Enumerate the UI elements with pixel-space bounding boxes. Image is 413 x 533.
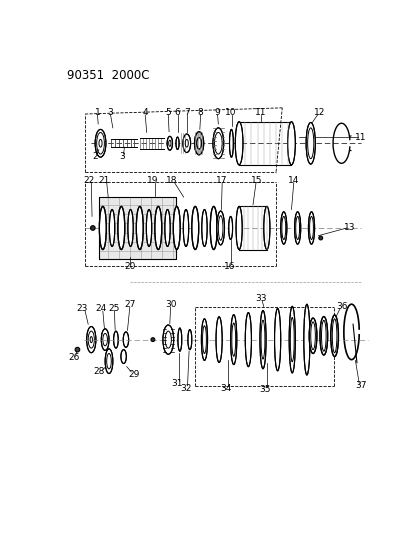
Ellipse shape <box>173 206 180 249</box>
Text: 5: 5 <box>165 108 171 117</box>
Ellipse shape <box>194 132 203 155</box>
Text: 14: 14 <box>287 176 299 185</box>
Text: 22: 22 <box>83 176 95 185</box>
Ellipse shape <box>201 209 206 246</box>
Circle shape <box>151 338 154 342</box>
Ellipse shape <box>305 123 315 164</box>
Ellipse shape <box>123 332 128 348</box>
Text: 27: 27 <box>124 301 135 310</box>
Circle shape <box>318 236 322 240</box>
Circle shape <box>90 225 95 230</box>
Text: 8: 8 <box>197 108 203 117</box>
Text: 90351  2000C: 90351 2000C <box>66 69 149 82</box>
Ellipse shape <box>210 206 217 249</box>
Ellipse shape <box>235 122 242 165</box>
Ellipse shape <box>136 206 143 249</box>
Text: 28: 28 <box>93 367 104 376</box>
Ellipse shape <box>287 122 294 165</box>
Ellipse shape <box>308 212 314 244</box>
Text: 3: 3 <box>119 152 125 161</box>
Ellipse shape <box>330 315 338 357</box>
Text: 4: 4 <box>142 108 147 117</box>
Ellipse shape <box>113 331 118 348</box>
Ellipse shape <box>201 319 207 360</box>
Ellipse shape <box>164 209 170 246</box>
Text: 37: 37 <box>354 381 366 390</box>
Ellipse shape <box>274 309 280 371</box>
Ellipse shape <box>244 312 251 367</box>
Ellipse shape <box>191 206 198 249</box>
Text: 19: 19 <box>147 176 158 185</box>
Text: 16: 16 <box>223 262 235 271</box>
Circle shape <box>75 348 80 352</box>
Text: 6: 6 <box>174 108 180 117</box>
Text: 34: 34 <box>220 384 231 393</box>
Text: 11: 11 <box>254 108 266 117</box>
Bar <box>99 197 176 259</box>
Ellipse shape <box>263 206 269 249</box>
Ellipse shape <box>146 209 151 246</box>
Ellipse shape <box>99 206 106 249</box>
Ellipse shape <box>294 212 300 244</box>
Ellipse shape <box>280 212 286 244</box>
Text: 9: 9 <box>214 108 220 117</box>
Text: 18: 18 <box>166 176 178 185</box>
Ellipse shape <box>178 328 181 351</box>
Text: 12: 12 <box>313 108 325 117</box>
Ellipse shape <box>162 325 173 354</box>
Text: 7: 7 <box>183 108 189 117</box>
Text: 25: 25 <box>109 304 120 313</box>
Text: 33: 33 <box>254 294 266 303</box>
Text: 3: 3 <box>107 108 113 117</box>
Ellipse shape <box>128 209 133 246</box>
Text: 32: 32 <box>180 384 191 393</box>
Text: 36: 36 <box>335 302 347 311</box>
Ellipse shape <box>235 206 242 249</box>
Ellipse shape <box>118 206 124 249</box>
Bar <box>99 197 176 259</box>
Ellipse shape <box>196 138 201 149</box>
Ellipse shape <box>101 329 109 350</box>
Ellipse shape <box>212 128 223 159</box>
Ellipse shape <box>121 350 126 364</box>
Text: 17: 17 <box>216 176 228 185</box>
Text: 11: 11 <box>354 133 366 142</box>
Text: 21: 21 <box>98 176 110 185</box>
Ellipse shape <box>105 349 113 374</box>
Ellipse shape <box>229 130 233 157</box>
Text: 29: 29 <box>128 370 139 379</box>
Text: 10: 10 <box>224 108 236 117</box>
Text: 2: 2 <box>92 152 98 161</box>
Text: 31: 31 <box>171 379 183 388</box>
Ellipse shape <box>86 327 96 353</box>
Text: 35: 35 <box>258 385 270 394</box>
Text: 1: 1 <box>94 108 100 117</box>
Ellipse shape <box>183 209 188 246</box>
Ellipse shape <box>309 318 316 353</box>
Ellipse shape <box>319 317 327 355</box>
Text: 13: 13 <box>343 223 354 232</box>
Ellipse shape <box>167 136 172 150</box>
Text: 20: 20 <box>124 262 135 271</box>
Text: 24: 24 <box>95 304 107 313</box>
Ellipse shape <box>183 134 190 152</box>
Ellipse shape <box>216 211 224 245</box>
Ellipse shape <box>259 311 266 369</box>
Ellipse shape <box>230 314 236 365</box>
Ellipse shape <box>109 209 114 246</box>
Text: 30: 30 <box>164 301 176 310</box>
Text: 15: 15 <box>250 176 262 185</box>
Ellipse shape <box>288 306 294 373</box>
Ellipse shape <box>216 317 222 362</box>
Ellipse shape <box>303 304 309 375</box>
Text: 26: 26 <box>69 353 80 362</box>
Ellipse shape <box>95 130 106 157</box>
Ellipse shape <box>188 329 191 350</box>
Text: 23: 23 <box>76 304 88 313</box>
Ellipse shape <box>154 206 161 249</box>
Ellipse shape <box>228 216 232 239</box>
Ellipse shape <box>176 137 179 149</box>
